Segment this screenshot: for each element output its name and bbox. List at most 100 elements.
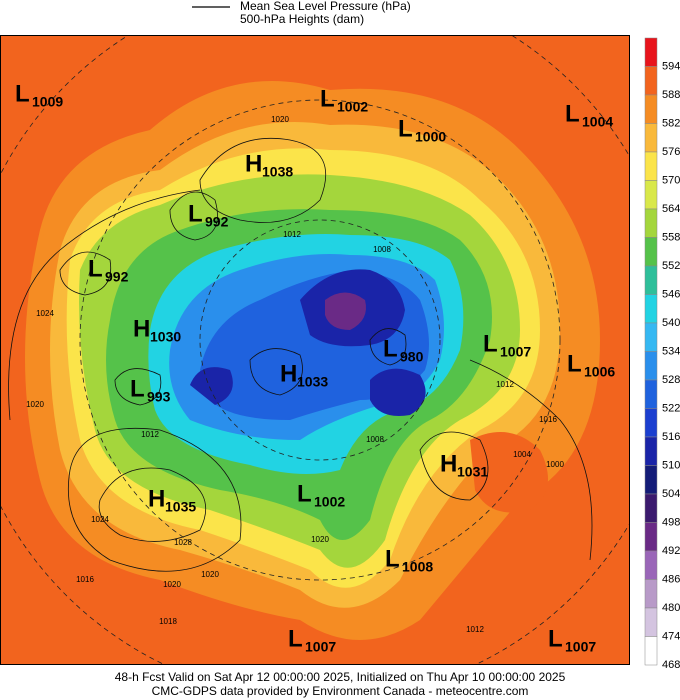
legend: Mean Sea Level Pressure (hPa) 500-hPa He… xyxy=(192,0,411,26)
colorbar-label: 492 xyxy=(662,545,680,557)
isobar xyxy=(369,328,407,366)
colorbar-swatch xyxy=(644,465,658,495)
colorbar-label: 558 xyxy=(662,231,680,243)
center-letter: H xyxy=(245,150,262,177)
isobar-label: 1012 xyxy=(141,430,159,439)
colorbar-swatch xyxy=(644,151,658,181)
center-value: 1007 xyxy=(305,639,336,655)
isobar xyxy=(98,467,207,542)
footer-line: CMC-GDPS data provided by Environment Ca… xyxy=(152,684,529,698)
isobar xyxy=(8,189,201,421)
isobar xyxy=(114,368,162,406)
center-letter: L xyxy=(288,625,303,652)
center-letter: L xyxy=(15,80,30,107)
center-letter: L xyxy=(130,375,145,402)
colorbar-label: 528 xyxy=(662,374,680,386)
colorbar-label: 468 xyxy=(662,659,680,671)
isobar-label: 1020 xyxy=(26,400,44,409)
colorbar-swatch xyxy=(644,493,658,523)
center-letter: L xyxy=(297,480,312,507)
center-value: 1007 xyxy=(565,639,596,655)
legend-label: Mean Sea Level Pressure (hPa) xyxy=(240,0,411,13)
colorbar-swatch xyxy=(644,379,658,409)
colorbar-swatch xyxy=(644,322,658,352)
center-letter: L xyxy=(385,545,400,572)
isobar-label: 1020 xyxy=(271,115,289,124)
colorbar-swatch xyxy=(644,66,658,96)
center-value: 1006 xyxy=(584,364,615,380)
isobar xyxy=(419,431,489,501)
center-value: 1008 xyxy=(402,559,433,575)
center-letter: H xyxy=(133,315,150,342)
center-value: 1007 xyxy=(500,344,531,360)
height-band xyxy=(325,292,366,330)
center-value: 1009 xyxy=(32,94,63,110)
colorbar-label: 582 xyxy=(662,117,680,129)
isobar-label: 1020 xyxy=(311,535,329,544)
colorbar-label: 594 xyxy=(662,60,680,72)
center-letter: H xyxy=(280,360,297,387)
footer-line: 48-h Fcst Valid on Sat Apr 12 00:00:00 2… xyxy=(115,670,566,684)
map-frame xyxy=(0,35,630,665)
isobar-label: 1028 xyxy=(174,538,192,547)
center-letter: L xyxy=(398,115,413,142)
colorbar-swatch xyxy=(644,607,658,637)
center-value: 992 xyxy=(105,269,129,285)
colorbar-label: 522 xyxy=(662,402,680,414)
colorbar-label: 570 xyxy=(662,174,680,186)
colorbar-label: 588 xyxy=(662,89,680,101)
center-letter: L xyxy=(565,100,580,127)
isobar-label: 1016 xyxy=(539,415,557,424)
center-value: 1030 xyxy=(150,329,181,345)
isobar-label: 1024 xyxy=(91,515,109,524)
isobar xyxy=(59,251,112,296)
colorbar-swatch xyxy=(644,522,658,552)
colorbar-swatch xyxy=(644,37,658,67)
isobar xyxy=(469,359,593,561)
colorbar-label: 534 xyxy=(662,345,680,357)
isobar xyxy=(169,191,218,241)
colorbar-swatch xyxy=(644,408,658,438)
center-letter: L xyxy=(88,255,103,282)
isobar-label: 1004 xyxy=(513,450,531,459)
center-value: 1031 xyxy=(457,464,488,480)
center-letter: H xyxy=(148,485,165,512)
center-value: 1038 xyxy=(262,164,293,180)
colorbar-swatch xyxy=(644,636,658,666)
center-value: 992 xyxy=(205,214,229,230)
colorbar-label: 540 xyxy=(662,317,680,329)
isobar-label: 1020 xyxy=(201,570,219,579)
colorbar-swatch xyxy=(644,180,658,210)
center-letter: L xyxy=(567,350,582,377)
isobar-label: 1016 xyxy=(76,575,94,584)
center-letter: L xyxy=(548,625,563,652)
center-letter: L xyxy=(383,335,398,362)
center-value: 980 xyxy=(400,349,424,365)
colorbar-label: 552 xyxy=(662,260,680,272)
isobar xyxy=(249,348,303,396)
colorbar-label: 474 xyxy=(662,630,680,642)
colorbar-label: 504 xyxy=(662,488,680,500)
colorbar-swatch xyxy=(644,208,658,238)
colorbar-swatch xyxy=(644,237,658,267)
center-value: 993 xyxy=(147,389,171,405)
colorbar-swatch xyxy=(644,550,658,580)
center-letter: L xyxy=(483,330,498,357)
center-value: 1004 xyxy=(582,114,613,130)
height-band xyxy=(470,432,548,513)
colorbar: 594 588 582 576 570 564 558 552 546 540 534 528 522 5… xyxy=(644,37,680,671)
center-letter: L xyxy=(320,85,335,112)
colorbar-swatch xyxy=(644,294,658,324)
isobar-label: 1012 xyxy=(496,380,514,389)
isobar-label: 1020 xyxy=(163,580,181,589)
colorbar-label: 546 xyxy=(662,288,680,300)
isobar-labels: 1020 1012 1008 1024 1020 1012 1016 1012 1004 1000… xyxy=(26,115,564,634)
center-value: 1035 xyxy=(165,499,196,515)
center-value: 1002 xyxy=(314,494,345,510)
colorbar-swatch xyxy=(644,123,658,153)
colorbar-label: 516 xyxy=(662,431,680,443)
center-value: 1033 xyxy=(297,374,328,390)
isobar-label: 1008 xyxy=(373,245,391,254)
